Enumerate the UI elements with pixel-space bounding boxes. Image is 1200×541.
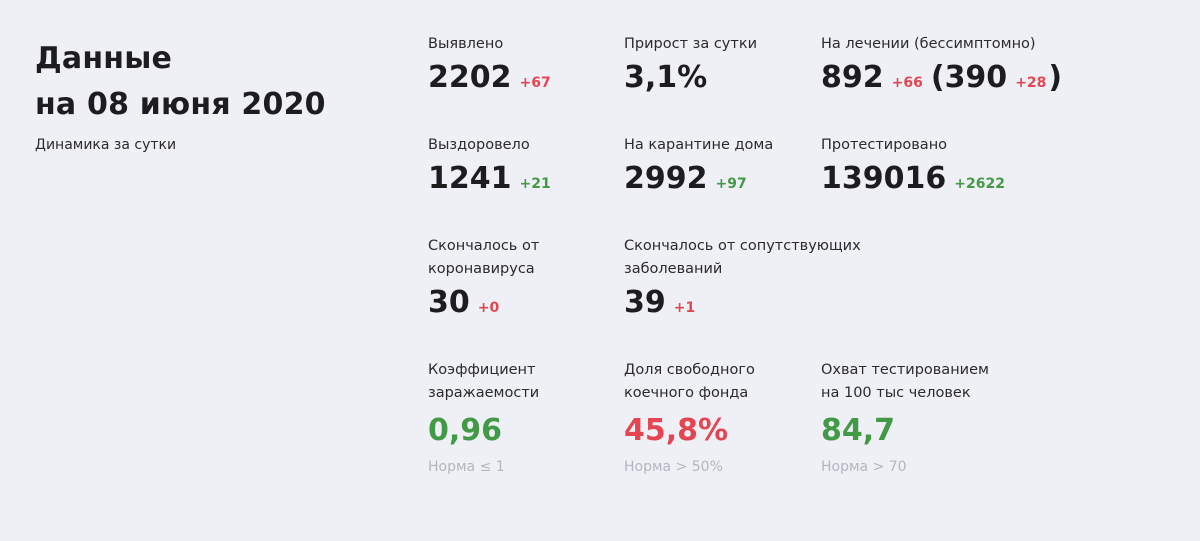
stat-norm: Норма > 50%: [624, 459, 723, 475]
stat-label: Коэффициент заражаемости: [428, 362, 540, 401]
stat-value: 3,1%: [624, 60, 708, 95]
stat-label: Охват тестированием на 100 тыс человек: [821, 362, 989, 401]
stat-delta: +67: [519, 75, 551, 91]
stat-label: Прирост за сутки: [624, 36, 758, 52]
stat-value-row: 84,7: [821, 411, 1041, 451]
stat-sub-delta: +28: [1015, 75, 1047, 91]
stat-died-other: Скончалось от сопутствующих заболеваний …: [624, 235, 904, 323]
stat-label: Выздоровело: [428, 137, 530, 153]
stat-value-row: 39 +1: [624, 283, 904, 323]
paren-open: (: [930, 60, 945, 95]
stat-norm: Норма ≤ 1: [428, 459, 505, 475]
paren-close: ): [1048, 60, 1063, 95]
stat-value: 0,96: [428, 413, 503, 448]
stat-detected: Выявлено 2202 +67: [428, 33, 618, 98]
stat-treatment: На лечении (бессимптомно) 892 +66 ( 390 …: [821, 33, 1121, 98]
stat-growth: Прирост за сутки 3,1%: [624, 33, 814, 98]
stat-free-beds: Доля свободного коечного фонда 45,8% Нор…: [624, 359, 814, 475]
stat-value: 45,8%: [624, 413, 729, 448]
stat-value: 2992: [624, 161, 708, 196]
stat-label: Протестировано: [821, 137, 948, 153]
stat-value: 2202: [428, 60, 512, 95]
stat-delta: +66: [891, 75, 923, 91]
stat-quarantine: На карантине дома 2992 +97: [624, 134, 814, 199]
stat-label: На карантине дома: [624, 137, 774, 153]
stat-tested: Протестировано 139016 +2622: [821, 134, 1081, 199]
stat-value: 39: [624, 285, 666, 320]
stat-delta: +21: [519, 176, 551, 192]
stat-value: 84,7: [821, 413, 896, 448]
stat-infection-rate: Коэффициент заражаемости 0,96 Норма ≤ 1: [428, 359, 618, 475]
stat-delta: +2622: [954, 176, 1005, 192]
stat-label: Скончалось от сопутствующих заболеваний: [624, 238, 861, 277]
stat-label: Выявлено: [428, 36, 504, 52]
stat-label: Скончалось от коронавируса: [428, 238, 540, 277]
stat-delta: +1: [673, 300, 696, 316]
stat-value: 30: [428, 285, 470, 320]
stat-delta: +0: [477, 300, 500, 316]
stat-sub-value: 390: [944, 60, 1008, 95]
stat-value: 1241: [428, 161, 512, 196]
page-subtitle: Динамика за сутки: [35, 137, 177, 153]
stat-label: Доля свободного коечного фонда: [624, 362, 755, 401]
stat-value-row: 2202 +67: [428, 58, 618, 98]
stat-norm: Норма > 70: [821, 459, 907, 475]
stat-value: 139016: [821, 161, 947, 196]
stat-value-row: 45,8%: [624, 411, 814, 451]
stat-value-row: 2992 +97: [624, 159, 814, 199]
stat-value-row: 3,1%: [624, 58, 814, 98]
stat-recovered: Выздоровело 1241 +21: [428, 134, 618, 199]
stat-value-row: 0,96: [428, 411, 618, 451]
stat-value-row: 892 +66 ( 390 +28 ): [821, 58, 1121, 98]
stat-value-row: 30 +0: [428, 283, 618, 323]
stat-value-row: 139016 +2622: [821, 159, 1081, 199]
stat-died-covid: Скончалось от коронавируса 30 +0: [428, 235, 618, 323]
stat-test-coverage: Охват тестированием на 100 тыс человек 8…: [821, 359, 1041, 475]
page-title: Данные на 08 июня 2020: [35, 41, 326, 122]
header: Данные на 08 июня 2020 Динамика за сутки: [35, 36, 326, 153]
stat-value-row: 1241 +21: [428, 159, 618, 199]
stat-delta: +97: [715, 176, 747, 192]
stat-value: 892: [821, 60, 884, 95]
stat-label: На лечении (бессимптомно): [821, 36, 1036, 52]
